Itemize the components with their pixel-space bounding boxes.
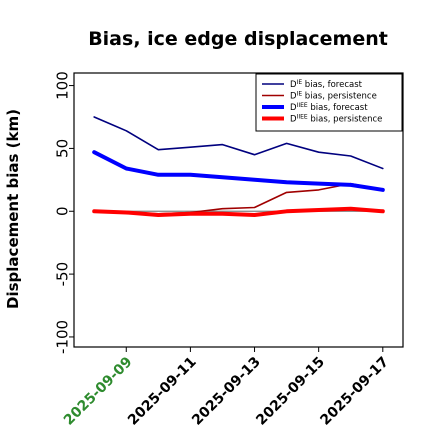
legend-entry-4: DIIEE bias, persistence [290, 114, 382, 125]
legend-entry-1: DIE bias, forecast [290, 79, 363, 90]
series-line-4 [92, 206, 385, 217]
series-line-1 [93, 116, 384, 170]
y-tick-label: 100 [53, 71, 71, 100]
x-tick-label: 2025-09-17 [317, 354, 392, 429]
legend-entry-3: DIIEE bias, forecast [290, 102, 368, 113]
y-tick-label: 50 [53, 139, 71, 158]
series-line-3 [92, 150, 385, 192]
y-tick-label: -100 [53, 320, 71, 354]
y-tick-label: -50 [53, 262, 71, 287]
y-tick-label: 0 [53, 206, 71, 216]
legend-entry-2: DIE bias, persistence [290, 91, 377, 102]
axes-frame [73, 72, 404, 348]
y-axis-label: Displacement bias (km) [4, 109, 22, 309]
chart-title: Bias, ice edge displacement [88, 28, 388, 50]
